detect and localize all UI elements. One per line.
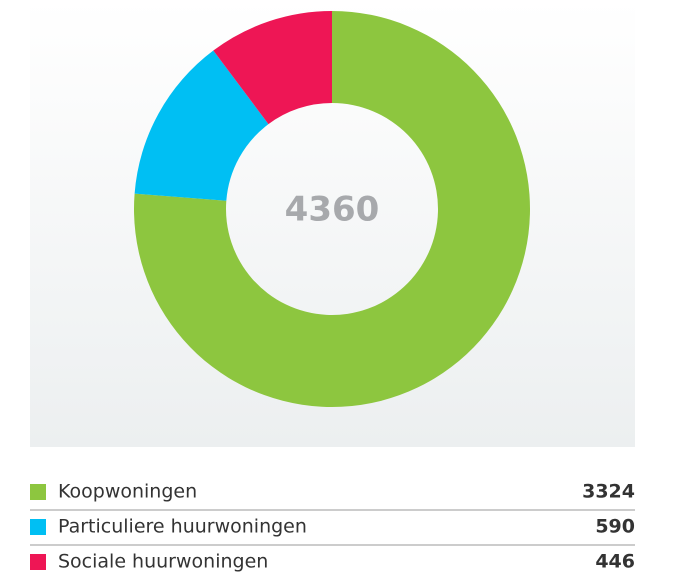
legend-value: 446 <box>595 551 635 573</box>
legend-label: Particuliere huurwoningen <box>58 516 307 538</box>
center-total: 4360 <box>285 190 380 230</box>
legend-label: Koopwoningen <box>58 481 197 503</box>
legend-swatch <box>30 484 46 500</box>
legend-value: 3324 <box>582 481 635 503</box>
donut-slice <box>134 50 269 201</box>
legend-swatch <box>30 519 46 535</box>
legend-swatch <box>30 554 46 570</box>
donut-slice <box>213 11 332 125</box>
donut-slice <box>134 11 530 408</box>
legend-label: Sociale huurwoningen <box>58 551 268 573</box>
legend-value: 590 <box>595 516 635 538</box>
